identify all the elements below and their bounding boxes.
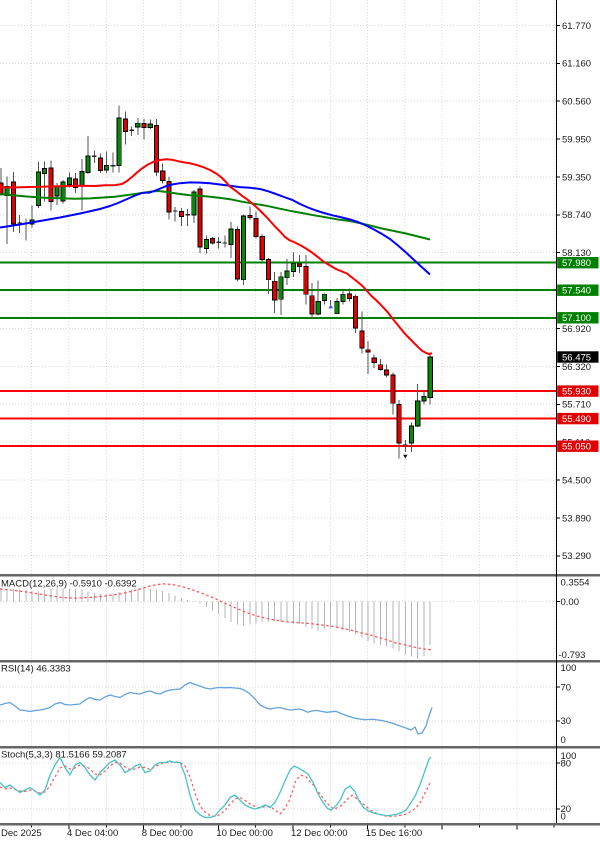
svg-text:55.930: 55.930 — [562, 387, 591, 398]
svg-text:100: 100 — [561, 663, 577, 674]
svg-text:0: 0 — [561, 735, 566, 746]
svg-text:53.890: 53.890 — [562, 513, 591, 524]
svg-text:30: 30 — [561, 716, 572, 727]
svg-text:54.500: 54.500 — [562, 475, 591, 486]
svg-text:0.00: 0.00 — [561, 597, 580, 608]
svg-text:55.710: 55.710 — [562, 400, 591, 411]
svg-text:20: 20 — [561, 804, 572, 815]
svg-text:61.160: 61.160 — [562, 59, 591, 70]
svg-text:0.3554: 0.3554 — [561, 577, 590, 588]
svg-text:58.740: 58.740 — [562, 210, 591, 221]
svg-text:0: 0 — [561, 811, 566, 822]
svg-text:58.130: 58.130 — [562, 248, 591, 259]
svg-text:57.100: 57.100 — [562, 313, 591, 324]
svg-text:56.475: 56.475 — [562, 352, 591, 363]
svg-text:4 Dec 04:00: 4 Dec 04:00 — [67, 828, 118, 839]
svg-text:RSI(14) 46.3383: RSI(14) 46.3383 — [1, 664, 71, 675]
svg-text:Dec 2025: Dec 2025 — [1, 828, 42, 839]
svg-text:MACD(12,26,9) -0.5910 -0.6392: MACD(12,26,9) -0.5910 -0.6392 — [1, 579, 137, 590]
svg-text:53.290: 53.290 — [562, 551, 591, 562]
svg-text:70: 70 — [561, 683, 572, 694]
svg-text:56.920: 56.920 — [562, 324, 591, 335]
svg-text:55.490: 55.490 — [562, 414, 591, 425]
svg-text:100: 100 — [561, 751, 577, 762]
svg-text:60.560: 60.560 — [562, 97, 591, 108]
svg-text:15 Dec 16:00: 15 Dec 16:00 — [366, 828, 423, 839]
svg-text:Stoch(5,3,3) 81.5166 59.2087: Stoch(5,3,3) 81.5166 59.2087 — [1, 750, 127, 761]
svg-text:59.350: 59.350 — [562, 172, 591, 183]
svg-text:57.980: 57.980 — [562, 258, 591, 269]
svg-text:80: 80 — [561, 759, 572, 770]
svg-text:8 Dec 00:00: 8 Dec 00:00 — [142, 828, 193, 839]
svg-text:56.320: 56.320 — [562, 362, 591, 373]
svg-text:61.770: 61.770 — [562, 21, 591, 32]
svg-text:55.050: 55.050 — [562, 442, 591, 453]
svg-text:59.950: 59.950 — [562, 135, 591, 146]
svg-text:57.540: 57.540 — [562, 286, 591, 297]
svg-text:12 Dec 00:00: 12 Dec 00:00 — [291, 828, 348, 839]
svg-text:-0.793: -0.793 — [559, 650, 586, 661]
svg-text:10 Dec 00:00: 10 Dec 00:00 — [216, 828, 273, 839]
